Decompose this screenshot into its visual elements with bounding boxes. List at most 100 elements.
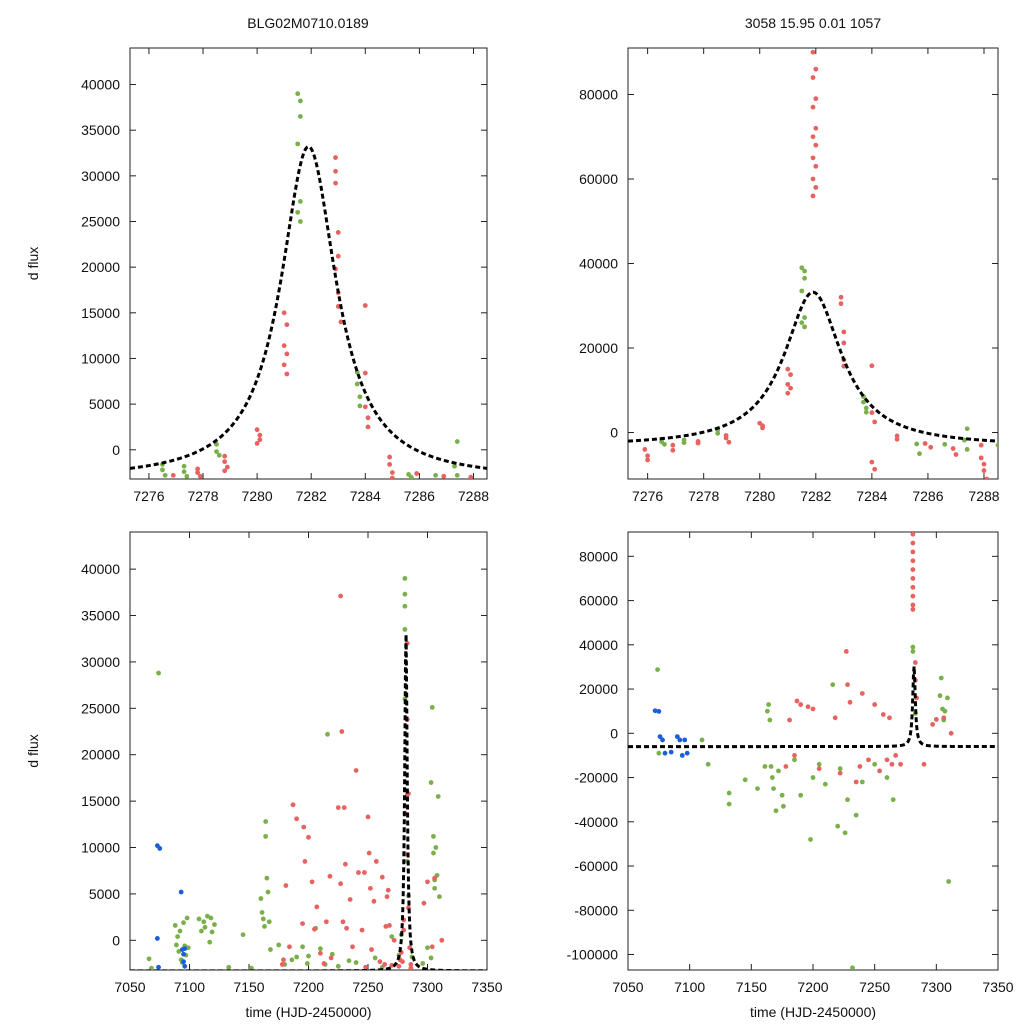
x-tick-label: 7278 — [688, 488, 719, 504]
data-point-red — [365, 424, 371, 430]
data-point-red — [884, 757, 890, 763]
data-point-red — [928, 444, 934, 450]
data-point-red — [810, 706, 816, 712]
data-point-green — [149, 965, 154, 970]
y-tick-label: 0 — [610, 725, 618, 741]
data-point-red — [810, 134, 816, 140]
y-tick-label: 20000 — [81, 747, 120, 763]
data-point-red — [441, 473, 447, 479]
data-point-red — [333, 168, 338, 174]
data-point-green — [207, 939, 213, 945]
data-point-red — [294, 816, 299, 822]
data-point-green — [435, 794, 441, 799]
data-point-red — [429, 944, 435, 950]
data-point-green — [842, 830, 848, 836]
data-point-green — [776, 768, 781, 774]
data-point-green — [431, 850, 436, 856]
data-point-red — [366, 850, 372, 856]
y-tick-label: 40000 — [579, 256, 618, 272]
data-point-red — [257, 432, 263, 438]
data-point-green — [304, 961, 310, 966]
y-tick-label: 15000 — [81, 305, 120, 321]
y-tick-label: 40000 — [579, 637, 618, 653]
y-tick-label: 20000 — [81, 259, 120, 275]
data-point-red — [408, 965, 414, 970]
x-tick-label: 7300 — [412, 979, 443, 995]
data-point-red — [642, 447, 648, 452]
data-point-red — [813, 96, 819, 102]
data-point-red — [309, 879, 315, 885]
y-tick-label: -20000 — [574, 770, 618, 786]
left-title: BLG02M0710.0189 — [247, 15, 369, 31]
y-tick-label: 40000 — [81, 561, 120, 577]
data-point-green — [799, 320, 805, 326]
data-point-red — [338, 319, 344, 325]
data-point-green — [184, 915, 190, 921]
data-point-red — [887, 715, 892, 721]
data-point-green — [998, 448, 1003, 453]
y-tick-label: 35000 — [81, 122, 120, 138]
data-point-red — [290, 802, 296, 808]
points-group — [652, 532, 954, 970]
data-point-red — [921, 761, 927, 767]
data-point-green — [845, 797, 850, 803]
data-point-red — [810, 193, 816, 199]
data-point-red — [894, 436, 900, 442]
data-point-green — [268, 947, 273, 952]
data-point-red — [362, 404, 368, 410]
y-tick-label: 10000 — [81, 350, 120, 366]
data-point-blue — [156, 964, 161, 970]
data-point-red — [788, 385, 793, 391]
data-point-red — [785, 366, 791, 372]
data-point-red — [787, 717, 792, 723]
data-point-green — [295, 209, 301, 215]
data-point-green — [372, 955, 378, 961]
data-point-green — [884, 775, 890, 780]
data-point-blue — [684, 750, 690, 756]
data-point-green — [964, 447, 970, 452]
data-point-red — [953, 452, 959, 457]
data-point-green — [172, 923, 178, 928]
data-point-blue — [181, 959, 186, 965]
data-point-red — [254, 440, 260, 446]
data-point-green — [402, 575, 408, 581]
data-point-green — [357, 394, 363, 400]
data-point-red — [371, 898, 377, 904]
data-point-green — [357, 403, 363, 409]
data-point-red — [306, 834, 311, 840]
data-point-green — [146, 956, 152, 962]
data-point-red — [335, 805, 341, 811]
data-point-red — [384, 894, 390, 900]
data-point-red — [281, 310, 287, 316]
x-tick-label: 7250 — [352, 979, 383, 995]
y-tick-label: 5000 — [89, 396, 120, 412]
data-point-red — [222, 468, 228, 474]
y-tick-label: 80000 — [579, 548, 618, 564]
y-tick-label: 25000 — [81, 700, 120, 716]
data-point-red — [302, 859, 308, 864]
data-point-green — [945, 695, 950, 701]
data-point-green — [853, 812, 859, 818]
data-point-green — [214, 449, 219, 455]
data-point-green — [767, 717, 773, 723]
data-point-red — [783, 764, 789, 769]
data-point-red — [347, 897, 353, 902]
data-point-green — [872, 761, 878, 767]
data-point-green — [822, 781, 828, 787]
data-point-red — [910, 584, 916, 590]
data-point-red — [794, 698, 800, 704]
data-point-green — [402, 591, 408, 597]
data-point-red — [910, 607, 916, 612]
y-axis-label: d flux — [25, 247, 41, 280]
data-point-red — [281, 957, 286, 963]
data-point-green — [781, 803, 786, 809]
data-point-green — [802, 268, 807, 274]
data-point-blue — [657, 734, 663, 740]
data-point-green — [160, 467, 165, 473]
y-tick-label: 20000 — [579, 340, 618, 356]
data-point-red — [379, 874, 385, 880]
y-tick-label: 15000 — [81, 793, 120, 809]
x-tick-label: 7286 — [912, 488, 943, 504]
data-point-red — [314, 904, 320, 910]
data-point-red — [910, 593, 916, 599]
